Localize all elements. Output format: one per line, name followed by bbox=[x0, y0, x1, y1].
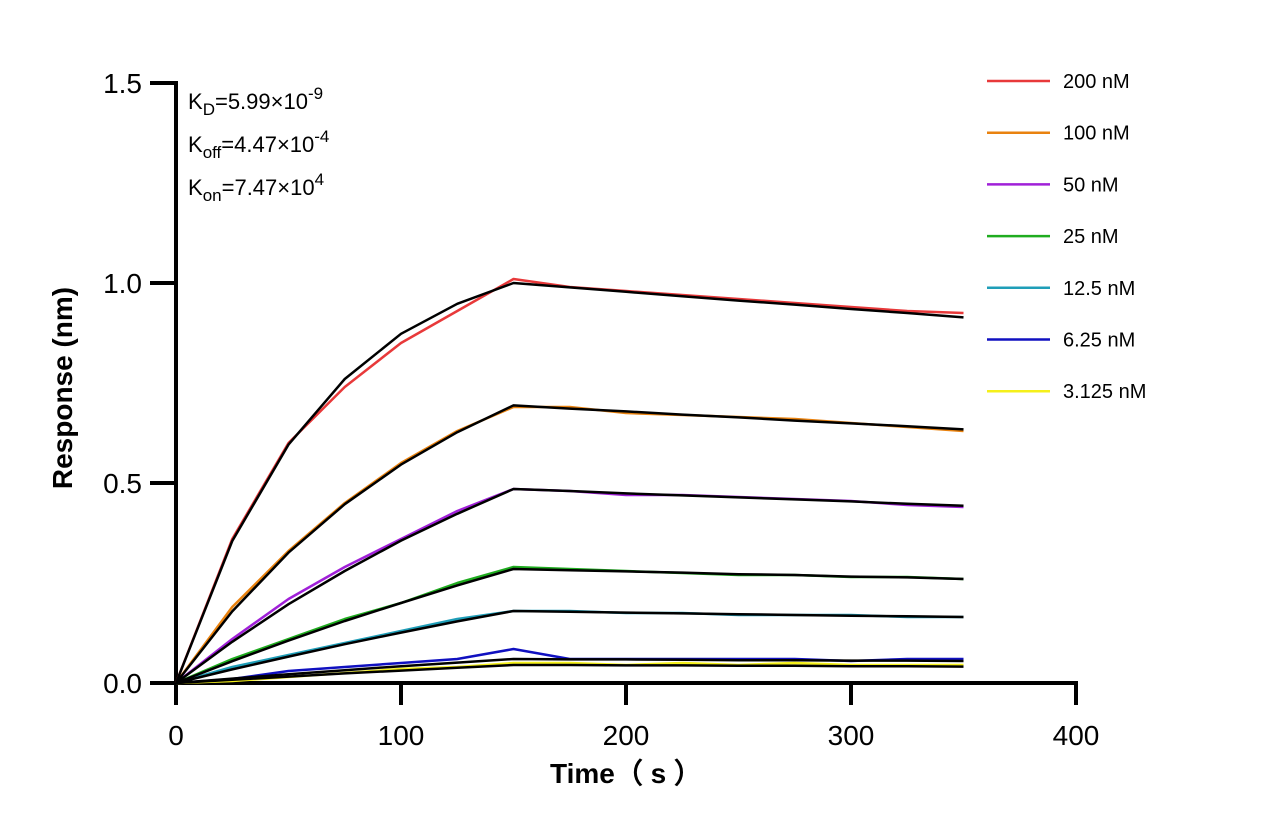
legend-label: 25 nM bbox=[1063, 226, 1119, 248]
annotation: Koff=4.47×10-4 bbox=[188, 127, 329, 162]
fit-line bbox=[175, 657, 964, 685]
annotation-symbol: K bbox=[188, 89, 203, 114]
legend-label: 3.125 nM bbox=[1063, 381, 1146, 403]
annotation-subscript: on bbox=[203, 186, 222, 205]
y-tick-label: 0.0 bbox=[103, 668, 142, 699]
legend-label: 6.25 nM bbox=[1063, 330, 1135, 352]
annotation-exponent: -9 bbox=[308, 84, 323, 103]
annotation-subscript: D bbox=[203, 100, 215, 119]
annotation: Kon=7.47×104 bbox=[188, 170, 324, 205]
legend-label: 100 nM bbox=[1063, 123, 1130, 145]
annotation-subscript: off bbox=[203, 143, 222, 162]
x-tick-label: 400 bbox=[1053, 720, 1100, 751]
x-tick-label: 200 bbox=[603, 720, 650, 751]
data-line bbox=[174, 277, 964, 684]
annotation-exponent: 4 bbox=[315, 170, 324, 189]
fit-line bbox=[175, 404, 964, 684]
data-line bbox=[175, 609, 964, 685]
fit-line bbox=[174, 281, 964, 684]
y-tick-label: 1.5 bbox=[103, 68, 142, 99]
x-tick-label: 0 bbox=[168, 720, 184, 751]
fit-line bbox=[175, 567, 964, 685]
annotation-value: =7.47×10 bbox=[222, 175, 315, 200]
legend-label: 200 nM bbox=[1063, 71, 1130, 93]
annotation-symbol: K bbox=[188, 132, 203, 157]
y-tick-label: 1.0 bbox=[103, 268, 142, 299]
fit-line bbox=[175, 487, 964, 685]
annotation: KD=5.99×10-9 bbox=[188, 84, 323, 119]
x-tick-label: 100 bbox=[378, 720, 425, 751]
x-axis-title: Time（ s ） bbox=[550, 757, 702, 789]
legend-label: 12.5 nM bbox=[1063, 278, 1135, 300]
annotation-value: =5.99×10 bbox=[215, 89, 308, 114]
legend-label: 50 nM bbox=[1063, 174, 1119, 196]
y-axis-title: Response (nm) bbox=[47, 287, 78, 489]
fit-line bbox=[175, 609, 964, 685]
x-tick-label: 300 bbox=[828, 720, 875, 751]
data-line bbox=[174, 405, 964, 684]
fit-line bbox=[175, 663, 964, 685]
y-tick-label: 0.5 bbox=[103, 468, 142, 499]
annotation-exponent: -4 bbox=[314, 127, 329, 146]
annotation-symbol: K bbox=[188, 175, 203, 200]
annotation-value: =4.47×10 bbox=[221, 132, 314, 157]
